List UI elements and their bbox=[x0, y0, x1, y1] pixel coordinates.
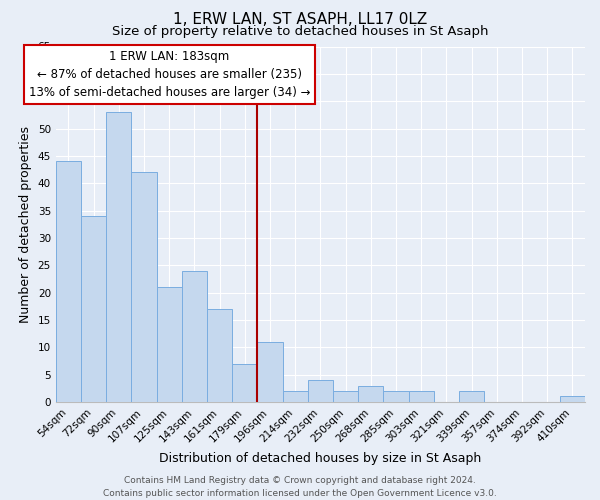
Text: Contains HM Land Registry data © Crown copyright and database right 2024.
Contai: Contains HM Land Registry data © Crown c… bbox=[103, 476, 497, 498]
Bar bbox=[409, 391, 434, 402]
Bar bbox=[333, 391, 358, 402]
Bar bbox=[157, 287, 182, 402]
Bar bbox=[459, 391, 484, 402]
Bar bbox=[283, 391, 308, 402]
Text: 1 ERW LAN: 183sqm
← 87% of detached houses are smaller (235)
13% of semi-detache: 1 ERW LAN: 183sqm ← 87% of detached hous… bbox=[29, 50, 310, 99]
Bar bbox=[131, 172, 157, 402]
Bar bbox=[257, 342, 283, 402]
Bar bbox=[560, 396, 585, 402]
Bar bbox=[358, 386, 383, 402]
Bar bbox=[207, 309, 232, 402]
Bar bbox=[383, 391, 409, 402]
Y-axis label: Number of detached properties: Number of detached properties bbox=[19, 126, 32, 322]
Text: Size of property relative to detached houses in St Asaph: Size of property relative to detached ho… bbox=[112, 25, 488, 38]
Bar bbox=[308, 380, 333, 402]
Bar bbox=[81, 216, 106, 402]
Bar bbox=[56, 162, 81, 402]
Bar bbox=[182, 270, 207, 402]
Bar bbox=[106, 112, 131, 402]
X-axis label: Distribution of detached houses by size in St Asaph: Distribution of detached houses by size … bbox=[159, 452, 482, 465]
Text: 1, ERW LAN, ST ASAPH, LL17 0LZ: 1, ERW LAN, ST ASAPH, LL17 0LZ bbox=[173, 12, 427, 28]
Bar bbox=[232, 364, 257, 402]
